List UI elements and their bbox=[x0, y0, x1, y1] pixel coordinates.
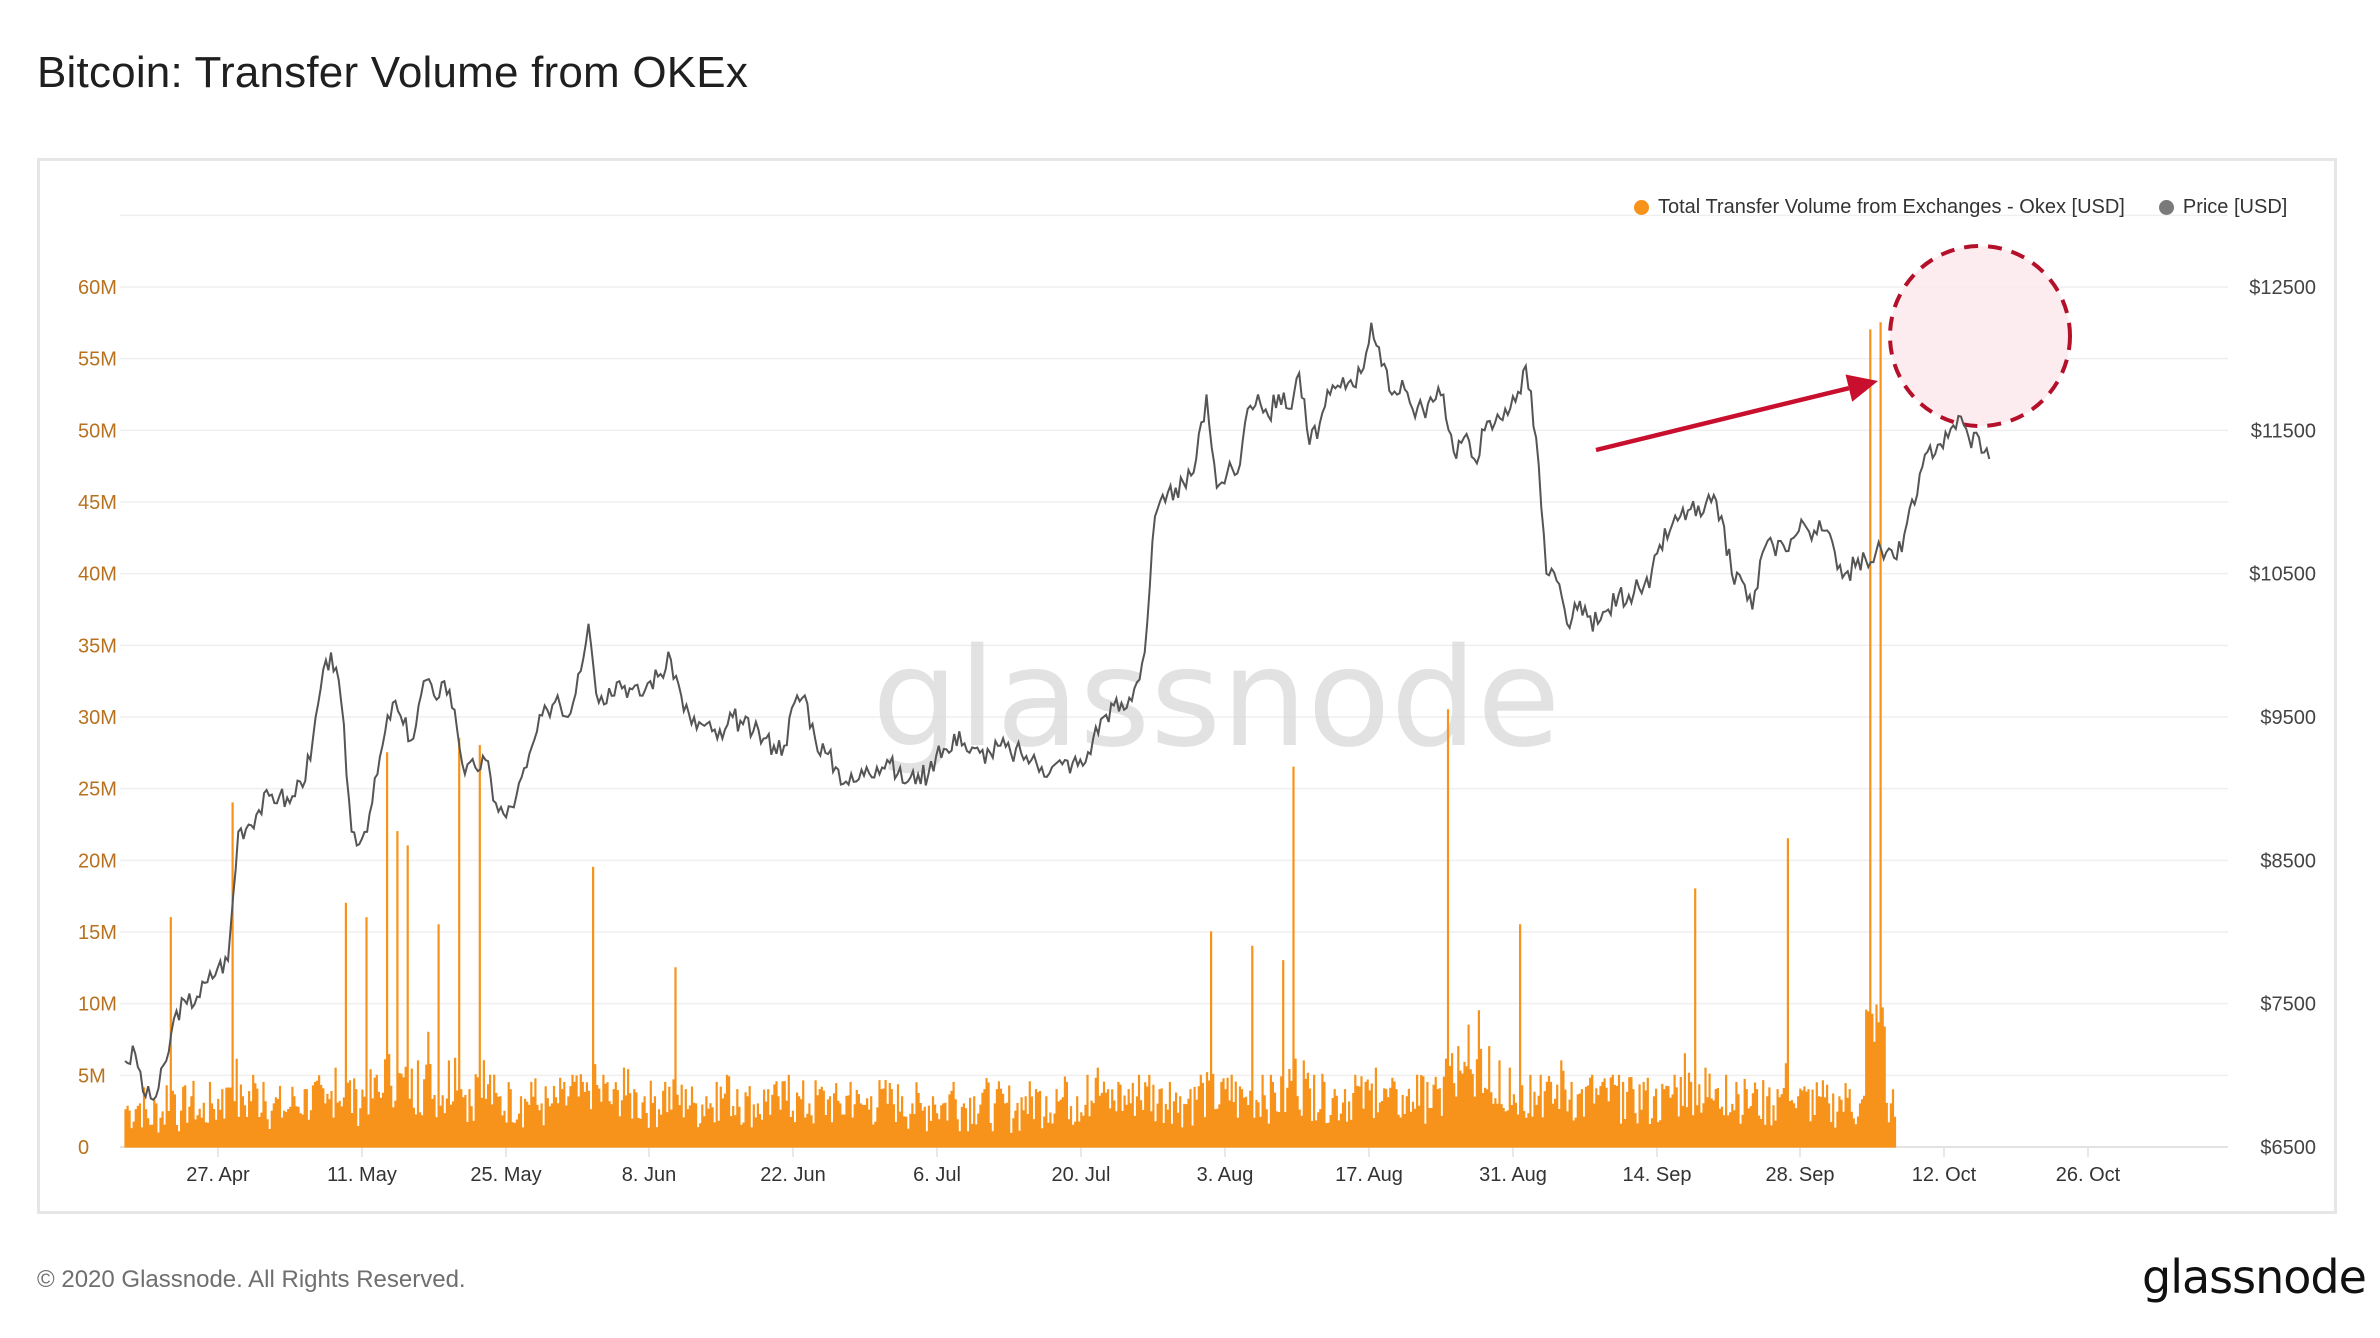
y-left-tick-label: 0 bbox=[78, 1137, 89, 1159]
glassnode-logo[interactable]: glassnode bbox=[2142, 1250, 2367, 1304]
x-axis: 27. Apr 11. May 25. May 8. Jun 22. Jun 6. Jul… bbox=[186, 1147, 2121, 1186]
y-axis-right: $6500 $7500 $8500 $9500 $10500 $11500 $12500 bbox=[2249, 277, 2316, 1159]
y-right-tick-label: $11500 bbox=[2251, 420, 2316, 442]
x-tick-label: 25. May bbox=[470, 1164, 541, 1186]
footer-copyright: © 2020 Glassnode. All Rights Reserved. bbox=[37, 1266, 466, 1293]
y-left-tick-label: 20M bbox=[78, 850, 117, 872]
y-axis-left: 0 5M 10M 15M 20M 25M 30M 35M 40M 45M 50M 55M 60M bbox=[78, 277, 117, 1159]
x-tick-label: 26. Oct bbox=[2056, 1164, 2121, 1186]
annotation-arrow bbox=[1595, 374, 1878, 453]
x-tick-label: 11. May bbox=[327, 1164, 397, 1186]
page-title: Bitcoin: Transfer Volume from OKEx bbox=[37, 48, 749, 97]
x-tick-label: 12. Oct bbox=[1912, 1164, 1977, 1186]
y-left-tick-label: 35M bbox=[78, 635, 117, 657]
y-left-tick-label: 50M bbox=[78, 420, 117, 442]
y-left-tick-label: 55M bbox=[78, 349, 117, 371]
y-right-tick-label: $9500 bbox=[2260, 707, 2316, 729]
y-left-tick-label: 45M bbox=[78, 492, 117, 514]
watermark: glassnode bbox=[872, 620, 1561, 778]
x-tick-label: 3. Aug bbox=[1197, 1164, 1254, 1186]
arrow-head-icon bbox=[1845, 374, 1878, 402]
x-tick-label: 20. Jul bbox=[1052, 1164, 1111, 1186]
x-tick-label: 31. Aug bbox=[1479, 1164, 1547, 1186]
y-left-tick-label: 10M bbox=[78, 994, 117, 1016]
y-right-tick-label: $6500 bbox=[2260, 1137, 2316, 1159]
y-left-tick-label: 40M bbox=[78, 564, 117, 586]
legend: Total Transfer Volume from Exchanges - O… bbox=[1634, 196, 2287, 219]
x-tick-label: 27. Apr bbox=[186, 1164, 250, 1186]
x-tick-label: 6. Jul bbox=[913, 1164, 961, 1186]
legend-label-price: Price [USD] bbox=[2182, 196, 2288, 218]
y-left-tick-label: 15M bbox=[78, 922, 117, 944]
volume-series bbox=[124, 322, 1897, 1148]
x-tick-label: 22. Jun bbox=[760, 1164, 826, 1186]
x-tick-label: 14. Sep bbox=[1623, 1164, 1692, 1186]
legend-label-volume: Total Transfer Volume from Exchanges - O… bbox=[1658, 196, 2125, 218]
y-left-tick-label: 30M bbox=[78, 707, 117, 729]
y-right-tick-label: $10500 bbox=[2249, 564, 2316, 586]
price-series bbox=[124, 322, 1991, 1101]
highlight-circle bbox=[1888, 244, 2072, 428]
x-tick-label: 8. Jun bbox=[622, 1164, 676, 1186]
gridlines bbox=[120, 214, 2228, 1148]
legend-item-price[interactable]: Price [USD] bbox=[2158, 196, 2288, 219]
y-right-tick-label: $12500 bbox=[2249, 277, 2316, 299]
y-left-tick-label: 5M bbox=[78, 1065, 106, 1087]
y-right-tick-label: $7500 bbox=[2260, 994, 2316, 1016]
y-right-tick-label: $8500 bbox=[2260, 850, 2316, 872]
orange-dot-icon bbox=[1634, 200, 1649, 215]
y-left-tick-label: 25M bbox=[78, 779, 117, 801]
x-tick-label: 28. Sep bbox=[1766, 1164, 1835, 1186]
x-tick-label: 17. Aug bbox=[1335, 1164, 1403, 1186]
legend-item-volume[interactable]: Total Transfer Volume from Exchanges - O… bbox=[1634, 196, 2125, 219]
y-left-tick-label: 60M bbox=[78, 277, 117, 299]
gray-dot-icon bbox=[2158, 200, 2174, 215]
